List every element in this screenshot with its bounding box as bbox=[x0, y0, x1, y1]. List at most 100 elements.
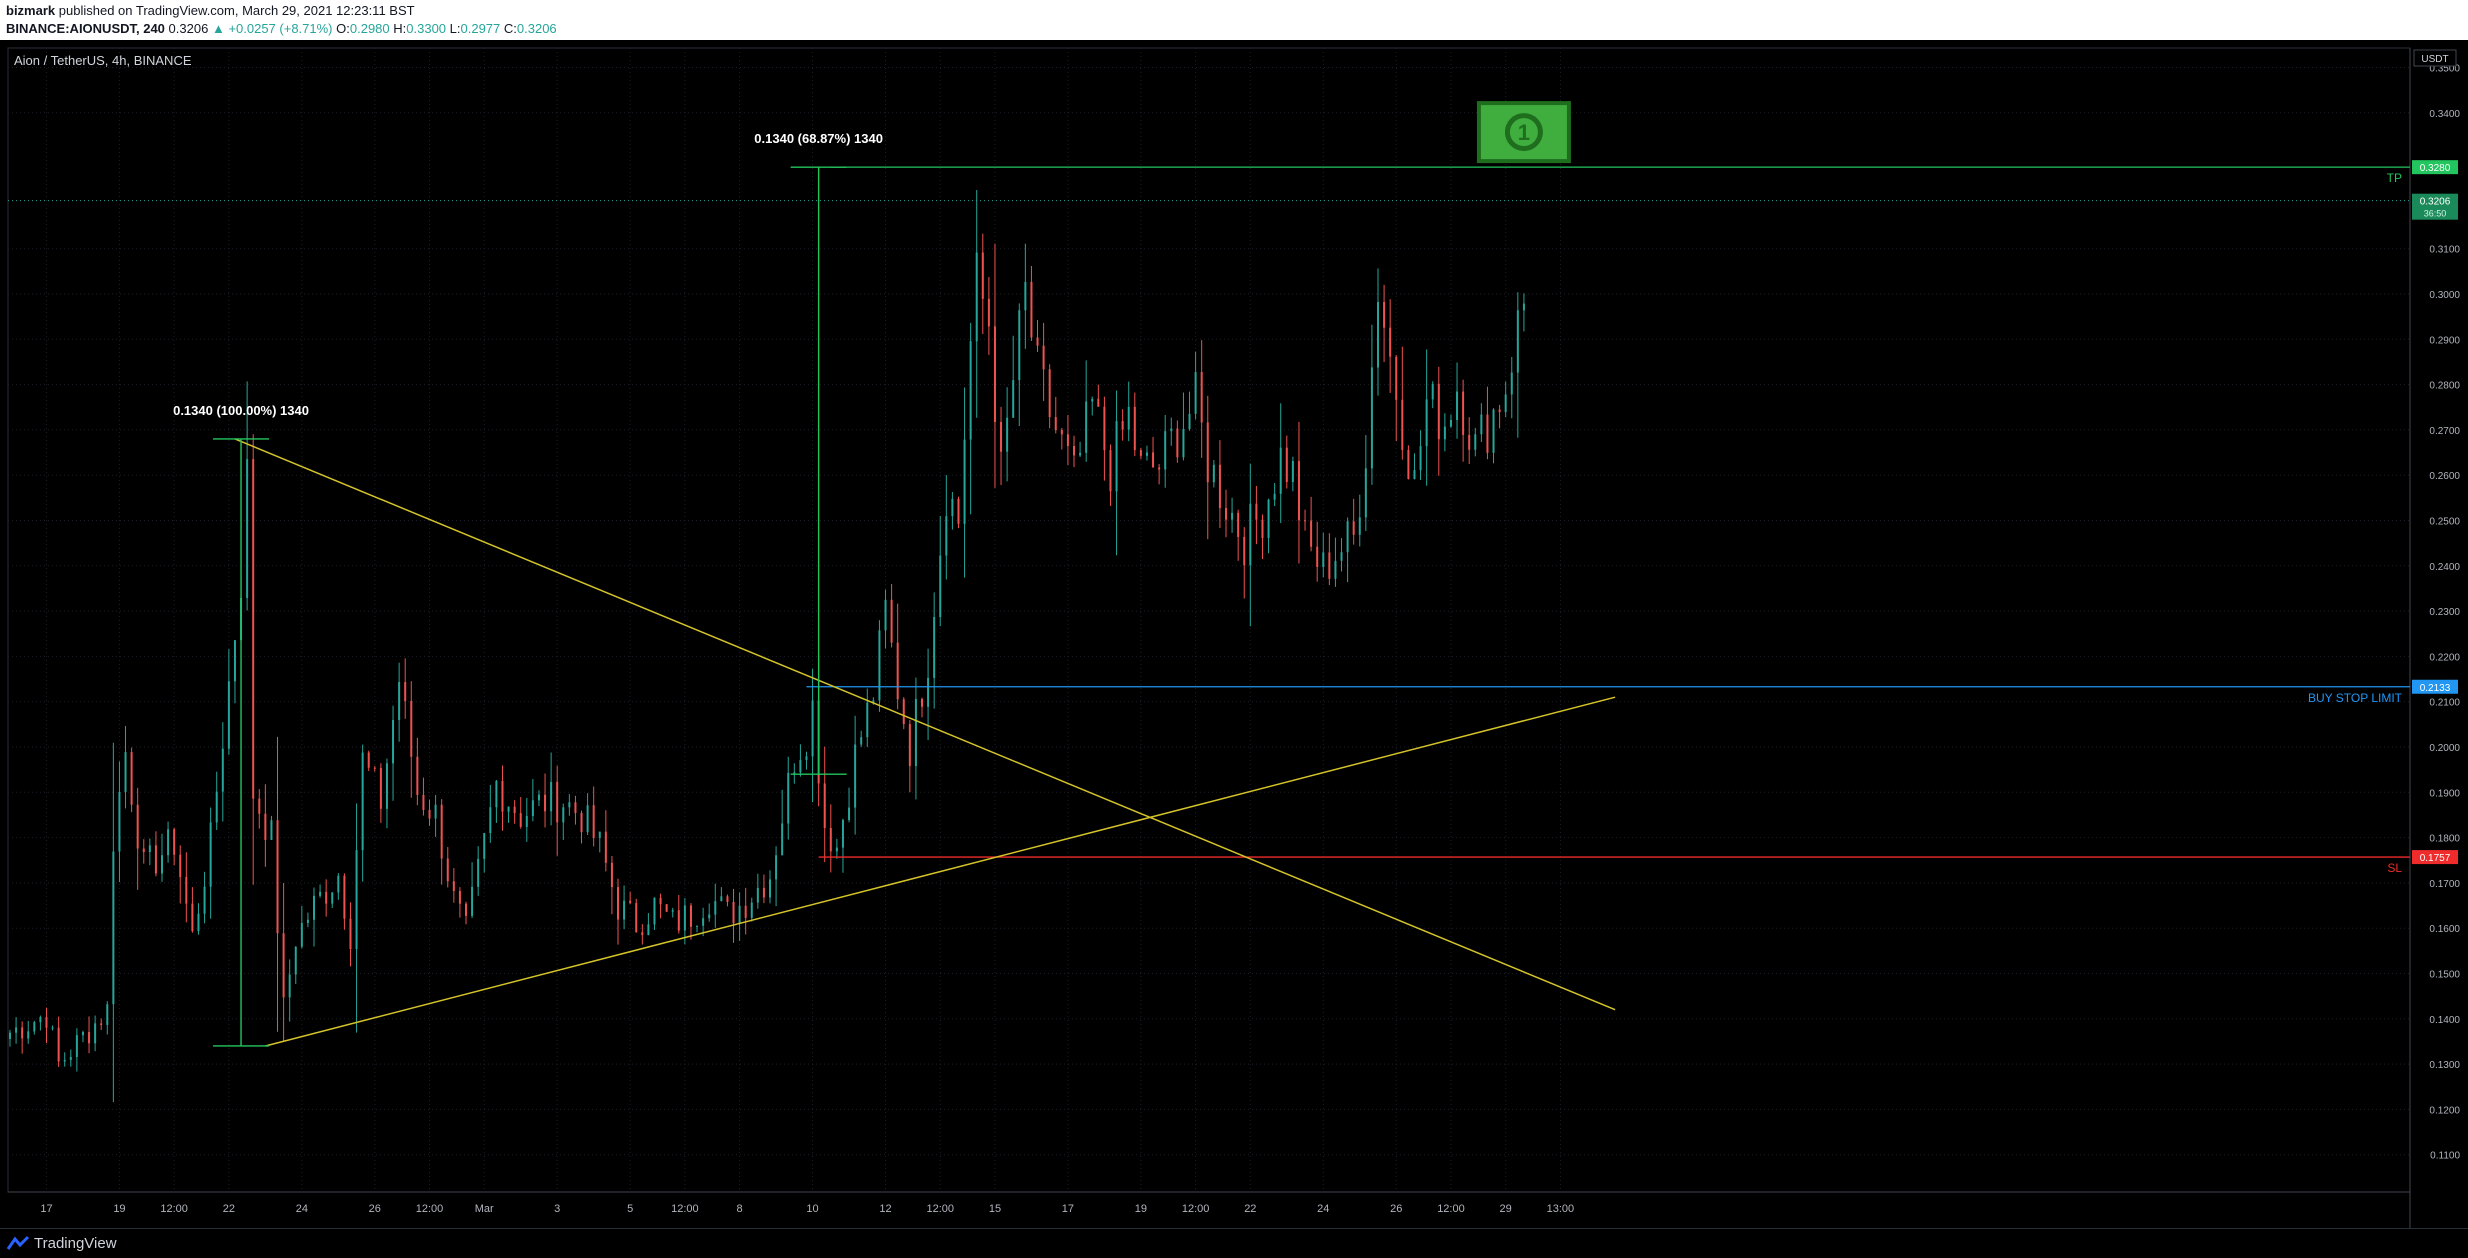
candle-body bbox=[1158, 467, 1161, 470]
candle-body bbox=[191, 903, 194, 932]
candle-body bbox=[1218, 464, 1221, 509]
candle-body bbox=[531, 800, 534, 817]
candle-body bbox=[1048, 369, 1051, 418]
chart-title: Aion / TetherUS, 4h, BINANCE bbox=[14, 53, 192, 68]
candle-body bbox=[1340, 552, 1343, 561]
candle-body bbox=[957, 498, 960, 524]
candle-body bbox=[1073, 446, 1075, 456]
x-tick-label: 29 bbox=[1500, 1203, 1512, 1215]
candle-body bbox=[981, 252, 984, 299]
level-price-label: 0.2133 bbox=[2420, 683, 2451, 694]
x-tick-label: Mar bbox=[475, 1203, 494, 1215]
candle-body bbox=[1085, 401, 1088, 453]
candle-body bbox=[866, 702, 869, 738]
high-label: H: bbox=[393, 21, 407, 36]
candle-body bbox=[173, 829, 176, 855]
level-price-tag bbox=[2412, 160, 2458, 175]
candle-body bbox=[1304, 520, 1307, 522]
candle-body bbox=[1310, 520, 1313, 547]
candle-body bbox=[1060, 430, 1063, 435]
candle-body bbox=[1121, 421, 1124, 430]
candle-body bbox=[21, 1027, 24, 1039]
candle-body bbox=[653, 897, 656, 925]
candle-body bbox=[1267, 499, 1270, 538]
candle-body bbox=[33, 1022, 36, 1032]
candle-body bbox=[860, 737, 863, 745]
candle-body bbox=[1480, 414, 1483, 435]
publish-header: bizmark published on TradingView.com, Ma… bbox=[0, 0, 2468, 40]
candle-body bbox=[823, 783, 826, 829]
candle-body bbox=[1079, 452, 1082, 456]
open-label: O: bbox=[336, 21, 350, 36]
candle-body bbox=[738, 905, 741, 924]
x-tick-label: 3 bbox=[554, 1203, 560, 1215]
candle-body bbox=[872, 700, 875, 703]
candle-body bbox=[896, 642, 899, 700]
candle-body bbox=[544, 794, 547, 812]
y-tick-label: 0.3100 bbox=[2429, 245, 2460, 256]
candle-body bbox=[1042, 345, 1045, 370]
candle-body bbox=[1358, 517, 1361, 535]
money-icon-glyph: 1 bbox=[1518, 120, 1530, 145]
candle-body bbox=[69, 1057, 72, 1060]
candle-body bbox=[343, 875, 346, 919]
candle-body bbox=[489, 807, 492, 834]
plot-frame bbox=[7, 47, 2411, 1193]
author-name[interactable]: bizmark bbox=[6, 3, 56, 18]
tradingview-brand: TradingView bbox=[34, 1235, 117, 1252]
level-name-buy-stop-limit: BUY STOP LIMIT bbox=[2308, 691, 2403, 705]
candle-body bbox=[1285, 447, 1288, 482]
footer: TradingView bbox=[0, 1228, 2468, 1258]
candle-body bbox=[1401, 399, 1404, 450]
candle-body bbox=[975, 252, 978, 342]
candle-body bbox=[1115, 421, 1118, 492]
x-tick-label: 12:00 bbox=[671, 1203, 699, 1215]
candle-body bbox=[708, 914, 711, 919]
low-value: 0.2977 bbox=[460, 21, 501, 36]
candle-body bbox=[854, 744, 857, 808]
candle-body bbox=[458, 890, 461, 904]
y-tick-label: 0.2300 bbox=[2429, 607, 2460, 618]
candle-body bbox=[246, 459, 249, 598]
level-price-tag bbox=[2412, 850, 2458, 865]
trendline[interactable] bbox=[234, 438, 1616, 1011]
candle-body bbox=[446, 858, 449, 882]
candle-body bbox=[921, 698, 923, 707]
candle-body bbox=[1322, 552, 1325, 567]
candle-body bbox=[1395, 356, 1398, 400]
y-tick-label: 0.1900 bbox=[2429, 788, 2460, 799]
y-tick-label: 0.3500 bbox=[2429, 64, 2460, 75]
price-chart[interactable]: 0.1100 0.1200 0.1300 0.1400 0.1500 0.1600 0.17… bbox=[0, 40, 2468, 1228]
candle-body bbox=[185, 876, 188, 904]
candle-body bbox=[75, 1035, 78, 1058]
y-tick-label: 0.3400 bbox=[2429, 109, 2460, 120]
x-tick-label: 13:00 bbox=[1547, 1203, 1575, 1215]
candle-body bbox=[379, 768, 382, 809]
candle-body bbox=[1127, 406, 1130, 430]
candle-body bbox=[1522, 303, 1525, 311]
close-value: 0.3206 bbox=[516, 21, 557, 36]
candle-body bbox=[319, 891, 322, 896]
candle-body bbox=[525, 816, 528, 827]
candle-body bbox=[1456, 391, 1459, 421]
candle-body bbox=[568, 802, 571, 808]
candle-body bbox=[1468, 434, 1471, 450]
candle-body bbox=[258, 798, 261, 814]
candle-body bbox=[106, 1004, 109, 1025]
candle-body bbox=[1097, 398, 1100, 407]
candle-body bbox=[9, 1032, 11, 1039]
candle-body bbox=[623, 900, 626, 920]
trendline[interactable] bbox=[265, 696, 1616, 1047]
candle-body bbox=[136, 804, 139, 849]
x-tick-label: 19 bbox=[113, 1203, 125, 1215]
candle-body bbox=[215, 791, 218, 823]
candle-body bbox=[203, 886, 206, 914]
candle-body bbox=[1261, 519, 1264, 538]
candle-body bbox=[647, 924, 650, 936]
candle-body bbox=[440, 804, 443, 859]
candle-body bbox=[1291, 461, 1294, 482]
candle-body bbox=[750, 902, 753, 918]
candle-body bbox=[1182, 428, 1185, 458]
x-tick-label: 22 bbox=[1244, 1203, 1256, 1215]
x-tick-label: 12:00 bbox=[1437, 1203, 1465, 1215]
